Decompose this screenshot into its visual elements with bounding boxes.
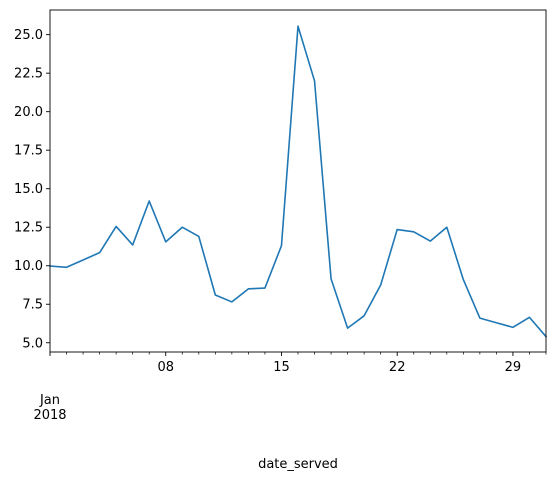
y-tick-label: 17.5: [14, 144, 43, 159]
y-tick-label: 10.0: [14, 259, 43, 274]
y-tick-label: 7.5: [22, 298, 43, 313]
x-axis-ticks: 08 15 22 29: [49, 352, 547, 375]
y-tick-label: 25.0: [14, 28, 43, 43]
y-tick-label: 5.0: [22, 336, 43, 351]
y-tick-label: 12.5: [14, 221, 43, 236]
series-line: [49, 25, 548, 338]
y-tick-label: 22.5: [14, 67, 43, 82]
x-tick-label-year: 2018: [33, 408, 66, 423]
x-tick-label: 29: [505, 360, 522, 375]
x-tick-label: 15: [273, 360, 290, 375]
y-tick-label: 20.0: [14, 105, 43, 120]
x-tick-label: 08: [157, 360, 174, 375]
y-tick-label: 15.0: [14, 182, 43, 197]
x-axis-label: date_served: [258, 457, 338, 472]
plot-area-frame: [49, 9, 547, 353]
x-tick-label: 22: [389, 360, 406, 375]
y-axis-ticks: 5.0 7.5 10.0 12.5 15.0 17.5 20.0 22.5 25.0: [14, 28, 50, 351]
x-tick-label-jan: Jan: [39, 393, 60, 408]
